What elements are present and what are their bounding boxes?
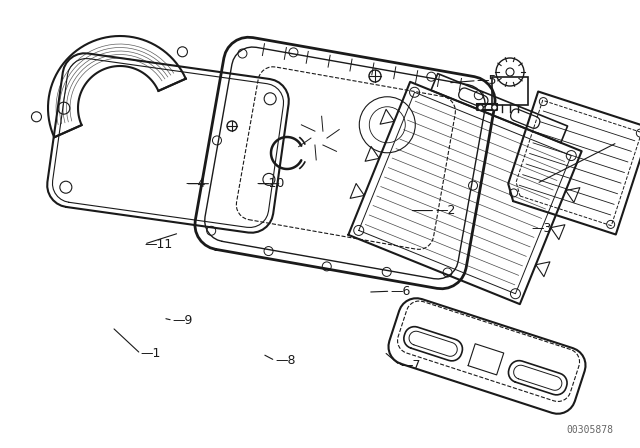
Text: —11: —11 [144,237,172,251]
Text: —5: —5 [477,74,497,87]
Text: 00305878: 00305878 [566,425,614,435]
Text: —10: —10 [256,177,284,190]
Text: —2: —2 [435,204,456,217]
Bar [492,77,528,105]
Text: —7: —7 [400,358,420,372]
Text: —4: —4 [186,177,206,190]
Text: —6: —6 [390,284,411,298]
Text: —3: —3 [531,222,552,235]
Text: —1: —1 [141,347,161,361]
Text: —9: —9 [173,314,193,327]
Text: —8: —8 [275,354,296,367]
